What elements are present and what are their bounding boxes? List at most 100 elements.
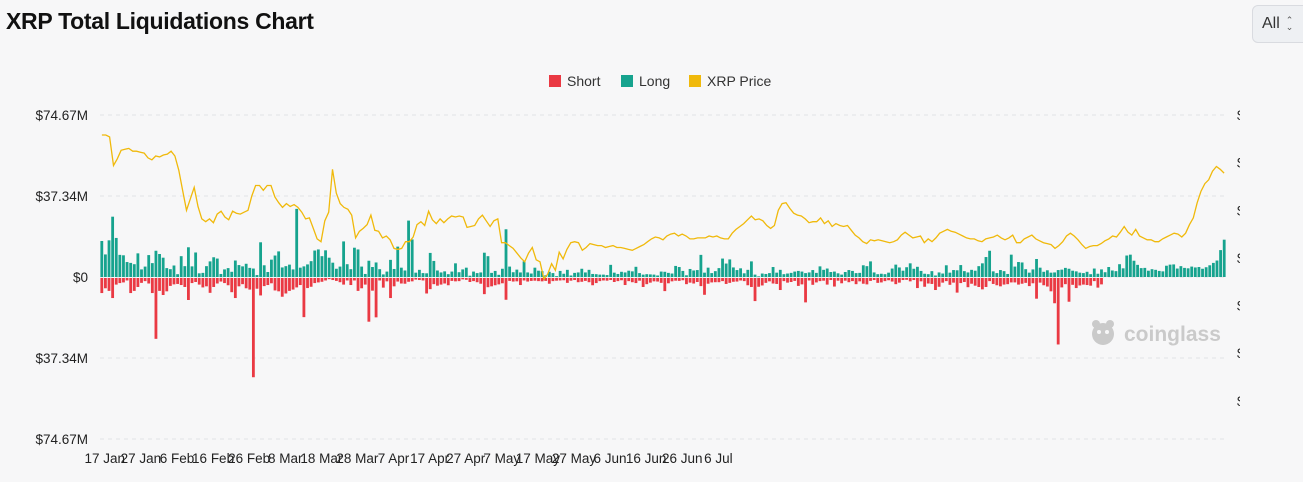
x-tick-label: 27 May	[552, 451, 597, 466]
short-bar	[450, 278, 454, 281]
long-bar	[706, 267, 710, 277]
legend-label[interactable]: Short	[567, 73, 601, 89]
time-range-value: All	[1262, 15, 1280, 32]
short-bar	[872, 278, 876, 281]
short-bar	[378, 278, 382, 281]
long-bar	[464, 267, 468, 277]
short-bar	[710, 278, 714, 283]
long-bar	[432, 260, 436, 277]
short-bar	[277, 278, 281, 292]
long-bar	[926, 274, 930, 277]
long-bar	[576, 272, 580, 277]
short-bar	[811, 278, 815, 285]
short-bar	[194, 278, 198, 282]
long-bar	[659, 271, 663, 277]
short-bar	[977, 278, 981, 287]
long-bar	[439, 272, 443, 277]
long-bar	[140, 269, 143, 277]
short-bar	[205, 278, 208, 287]
long-bar	[349, 269, 353, 277]
short-bar	[122, 278, 125, 283]
short-bar	[298, 278, 302, 286]
short-bar	[219, 278, 223, 282]
time-range-select[interactable]: All ⌃ ⌄	[1252, 5, 1303, 43]
long-bar	[324, 250, 327, 277]
short-bar	[150, 278, 154, 294]
short-bar	[1082, 278, 1085, 285]
long-bar	[1183, 267, 1186, 277]
long-bar	[1092, 268, 1096, 277]
short-bar	[612, 278, 616, 282]
short-bar	[140, 278, 143, 283]
short-bar	[667, 278, 670, 284]
short-bar	[609, 278, 613, 281]
long-bar	[259, 242, 263, 277]
long-bar	[750, 261, 753, 277]
short-bar	[952, 278, 955, 283]
long-bar	[223, 269, 226, 277]
short-bar	[183, 278, 187, 287]
long-bar	[425, 273, 429, 277]
long-bar	[641, 274, 645, 277]
short-bar	[381, 278, 385, 288]
x-tick-label: 8 Mar	[268, 451, 303, 466]
long-bar	[916, 266, 919, 277]
short-bar	[648, 278, 652, 283]
short-bar	[739, 278, 743, 281]
long-bar	[407, 220, 410, 277]
short-bar	[569, 278, 573, 281]
short-bar	[829, 278, 833, 281]
short-bar	[255, 278, 259, 289]
long-bar	[861, 265, 865, 277]
short-bar	[1013, 278, 1017, 283]
short-bar	[533, 278, 537, 281]
short-bar	[944, 278, 948, 282]
long-bar	[410, 239, 414, 277]
long-bar	[944, 265, 948, 277]
long-bar	[1110, 270, 1114, 277]
y-right-tick-label: $3.00	[1237, 156, 1240, 171]
long-bar	[320, 256, 324, 277]
long-bar	[587, 269, 591, 277]
long-bar	[1136, 264, 1139, 277]
short-bar	[526, 278, 530, 282]
short-bar	[991, 278, 995, 284]
legend-label[interactable]: XRP Price	[707, 73, 772, 89]
long-bar	[1150, 269, 1154, 277]
y-left-tick-label: $0	[73, 270, 88, 285]
y-right-tick-label: $2.50	[1237, 203, 1240, 218]
short-bar	[176, 278, 180, 284]
short-bar	[984, 278, 988, 287]
long-bar	[923, 273, 927, 277]
long-bar	[988, 250, 992, 277]
short-bar	[266, 278, 270, 286]
short-bar	[591, 278, 595, 286]
long-bar	[934, 275, 937, 277]
short-bar	[313, 278, 317, 284]
short-bar	[1017, 278, 1020, 285]
short-bar	[1020, 278, 1024, 284]
long-bar	[562, 273, 566, 277]
long-bar	[436, 270, 439, 277]
short-bar	[692, 278, 696, 284]
short-bar	[262, 278, 266, 287]
short-bar	[1053, 278, 1056, 304]
short-bar	[999, 278, 1002, 287]
long-bar	[360, 266, 364, 277]
short-bar	[233, 278, 237, 299]
legend-label[interactable]: Long	[639, 73, 670, 89]
short-bar	[583, 278, 587, 281]
long-bar	[270, 259, 273, 277]
short-bar	[703, 278, 706, 295]
short-bar	[547, 278, 551, 284]
long-bar	[1215, 260, 1219, 277]
long-bar	[1175, 268, 1179, 277]
short-bar	[472, 278, 475, 282]
long-bar	[396, 246, 400, 277]
long-bar	[468, 275, 472, 277]
long-bar	[475, 273, 479, 277]
short-bar	[371, 278, 374, 291]
long-bar	[114, 237, 118, 277]
short-bar	[937, 278, 941, 287]
short-bar	[587, 278, 591, 283]
